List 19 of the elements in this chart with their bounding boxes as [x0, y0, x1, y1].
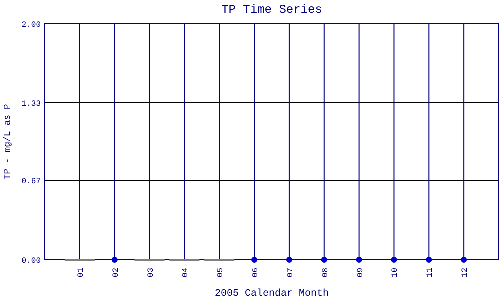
x-tick-label: 11: [426, 268, 436, 278]
chart-title: TP Time Series: [222, 2, 322, 17]
y-tick-label: 0.67: [22, 178, 42, 187]
x-tick-label: 10: [391, 268, 400, 278]
x-tick-label: 05: [216, 268, 226, 278]
x-tick-label: 06: [252, 268, 261, 278]
x-tick-label: 01: [76, 268, 86, 278]
y-tick-label: 2.00: [22, 20, 42, 30]
y-axis-title: TP - mg/L as P: [3, 104, 13, 180]
y-tick-label: 1.33: [22, 100, 42, 109]
x-tick-label: 03: [146, 268, 156, 278]
y-tick-label: 0.00: [22, 256, 42, 266]
x-tick-label: 09: [356, 268, 366, 278]
x-tick-label: 02: [112, 268, 121, 278]
x-tick-label: 04: [182, 268, 191, 278]
x-tick-label: 07: [286, 268, 296, 278]
x-tick-label: 12: [461, 268, 470, 278]
x-tick-label: 08: [321, 268, 330, 278]
x-axis-title: 2005 Calendar Month: [214, 288, 330, 300]
